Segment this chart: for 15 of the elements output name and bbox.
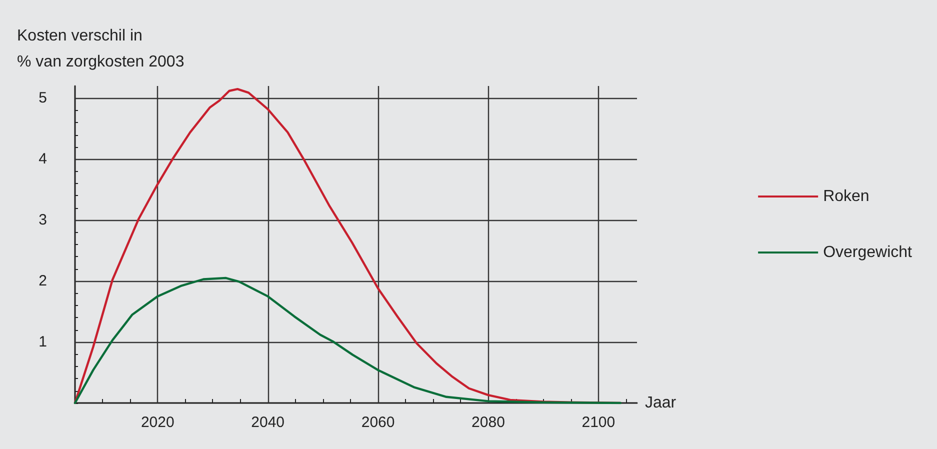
x-tick-label: 2040: [251, 414, 285, 431]
x-tick-label: 2020: [140, 414, 174, 431]
legend-label: Overgewicht: [823, 244, 913, 261]
legend-label: Roken: [823, 188, 870, 205]
y-tick-label: 5: [38, 90, 47, 107]
y-tick-label: 4: [38, 150, 47, 168]
y-tick-label: 1: [38, 334, 47, 351]
y-axis-title: Kosten verschil in % van zorgkosten 2003: [17, 28, 184, 70]
x-tick-label: 2060: [361, 414, 395, 431]
line-series: [74, 276, 622, 404]
x-tick-label: 2100: [582, 414, 616, 431]
y-tick-label: 2: [38, 272, 47, 290]
y-tick-label: 3: [38, 212, 47, 229]
x-tick-label: 2080: [472, 414, 505, 431]
x-axis-title: Jaar: [645, 394, 677, 412]
